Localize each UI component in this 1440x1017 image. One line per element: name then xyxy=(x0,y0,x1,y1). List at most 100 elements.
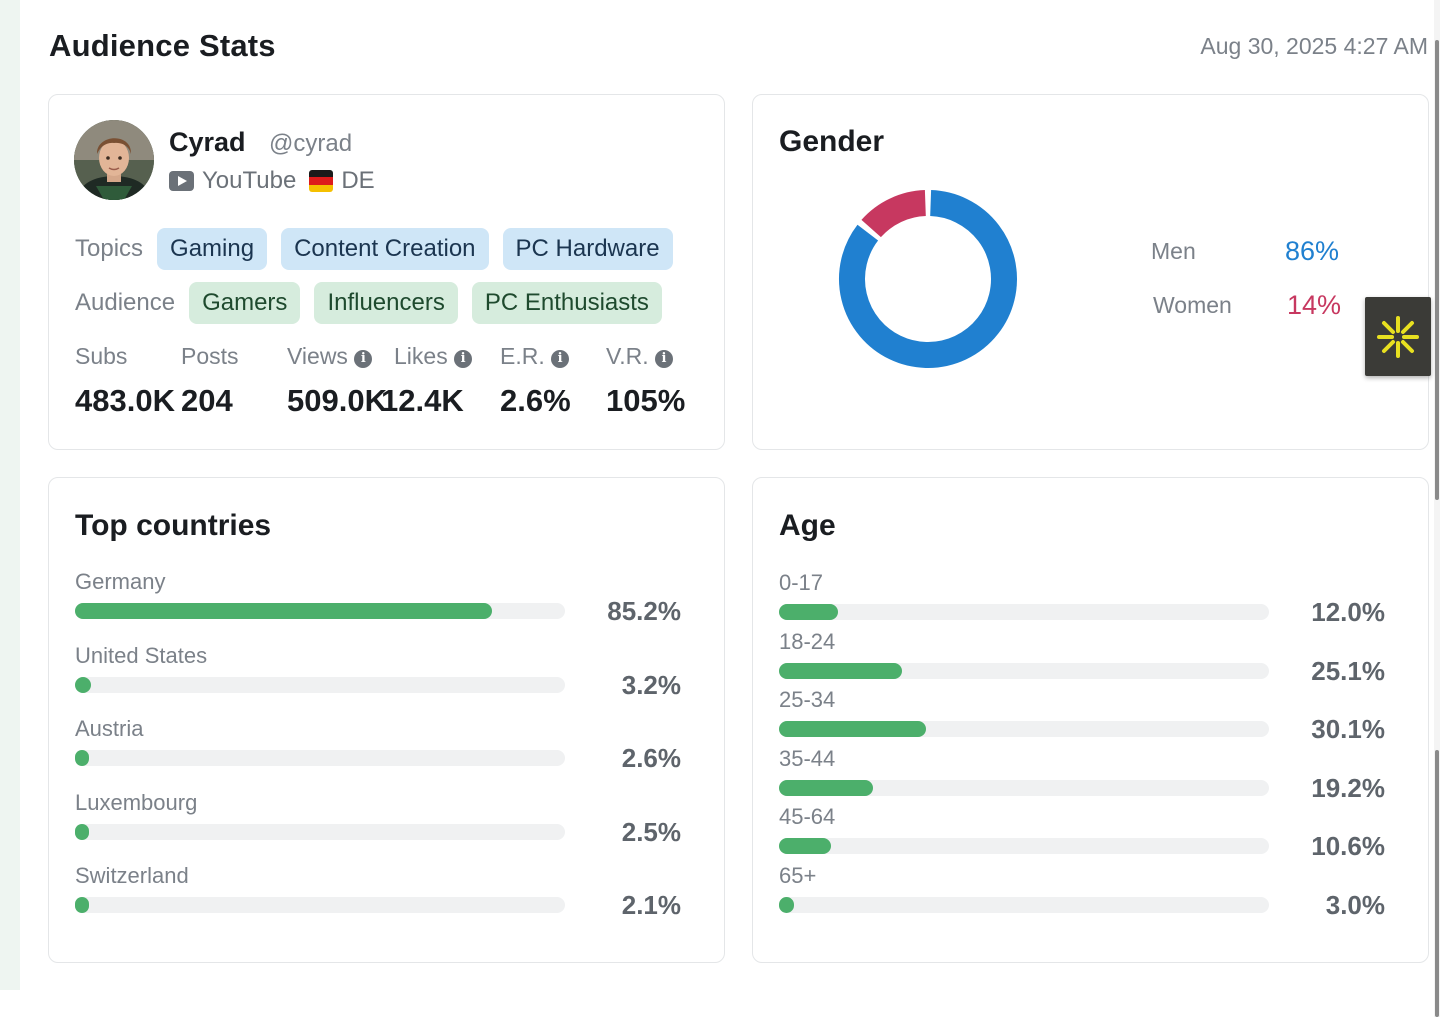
progress-bar-fill xyxy=(75,603,493,619)
info-icon[interactable]: i xyxy=(454,350,473,368)
donut-slice-men[interactable] xyxy=(839,190,1017,368)
age-row-label: 65+ xyxy=(779,863,817,888)
platform-name: YouTube xyxy=(202,167,297,194)
stat-label-views-text: Views xyxy=(287,343,348,369)
gender-men-value: 86% xyxy=(1285,236,1340,266)
country-row-value: 85.2% xyxy=(607,596,681,626)
progress-bar-fill xyxy=(779,897,794,913)
progress-bar-fill xyxy=(75,676,91,693)
channel-handle[interactable]: @cyrad xyxy=(269,130,353,157)
floating-assistant-button[interactable] xyxy=(1365,297,1431,376)
age-row-label: 35-44 xyxy=(779,745,836,771)
age-title: Age xyxy=(779,509,836,542)
country-row-value: 2.5% xyxy=(621,816,681,847)
progress-bar xyxy=(779,662,1269,679)
youtube-icon xyxy=(169,171,194,191)
stat-label-er: E.R. i xyxy=(500,343,570,370)
topic-tag[interactable]: Gaming xyxy=(157,228,268,270)
age-row-value: 25.1% xyxy=(1311,655,1385,686)
country-row-value: 3.2% xyxy=(621,669,681,700)
page-title: Audience Stats xyxy=(49,28,276,63)
age-row-label: 45-64 xyxy=(779,804,836,830)
stat-label-vr: V.R. i xyxy=(606,343,674,370)
stat-label-likes: Likes i xyxy=(394,343,473,370)
gender-donut-chart xyxy=(839,190,1017,368)
scrollbar-thumb[interactable] xyxy=(1435,40,1439,500)
progress-bar xyxy=(779,897,1269,913)
stat-label-posts: Posts xyxy=(181,343,239,369)
progress-bar xyxy=(779,604,1269,620)
profile-card: Cyrad @cyrad YouTube DE Topics Gaming Co… xyxy=(48,94,725,450)
progress-bar xyxy=(779,779,1269,796)
country-row-label: Switzerland xyxy=(75,863,189,888)
progress-bar xyxy=(75,750,565,766)
top-countries-card: Top countries Germany 85.2% United States 3… xyxy=(48,477,725,963)
age-row-value: 30.1% xyxy=(1311,714,1385,745)
country-row-label: Austria xyxy=(75,716,144,741)
stat-value-posts: 204 xyxy=(181,383,233,418)
progress-bar xyxy=(75,897,565,913)
avatar[interactable] xyxy=(74,120,154,200)
topic-tag[interactable]: PC Hardware xyxy=(502,228,673,270)
asterisk-burst-icon xyxy=(1377,315,1419,358)
stat-label-views: Views i xyxy=(287,343,373,370)
age-row-value: 3.0% xyxy=(1325,890,1385,920)
stat-label-er-text: E.R. xyxy=(500,343,545,369)
progress-bar xyxy=(779,721,1269,738)
info-icon[interactable]: i xyxy=(655,350,674,368)
info-icon[interactable]: i xyxy=(354,350,373,368)
stat-label-vr-text: V.R. xyxy=(606,343,649,369)
germany-flag-icon xyxy=(309,170,334,192)
topics-row: Topics Gaming Content Creation PC Hardwa… xyxy=(75,228,687,270)
audience-tag[interactable]: Gamers xyxy=(189,282,301,324)
age-card: Age 0-17 12.0% 18-24 25.1% 25-34 30.1% 35-44 19… xyxy=(752,477,1429,963)
progress-bar-fill xyxy=(75,750,89,766)
stat-value-vr: 105% xyxy=(606,383,686,418)
country-row-value: 2.1% xyxy=(621,890,681,920)
progress-bar-fill xyxy=(779,662,902,679)
country-row-value: 2.6% xyxy=(621,743,681,773)
donut-slice-women[interactable] xyxy=(861,190,927,238)
country-row-label: Luxembourg xyxy=(75,789,198,815)
left-sidebar-edge xyxy=(0,0,20,990)
topic-tag[interactable]: Content Creation xyxy=(281,228,489,270)
progress-bar-fill xyxy=(75,823,89,840)
audience-tag[interactable]: PC Enthusiasts xyxy=(471,282,662,324)
gender-men-label: Men xyxy=(1151,238,1196,264)
progress-bar-fill xyxy=(75,897,89,913)
progress-bar xyxy=(75,823,565,840)
audience-label: Audience xyxy=(75,289,176,316)
progress-bar xyxy=(75,676,565,693)
age-row-label: 18-24 xyxy=(779,628,836,654)
stat-value-views: 509.0K xyxy=(287,383,387,418)
age-row-value: 10.6% xyxy=(1311,831,1385,862)
age-row-label: 0-17 xyxy=(779,570,824,595)
progress-bar-fill xyxy=(779,604,838,620)
platform-row: YouTube DE xyxy=(169,167,375,195)
countries-title: Top countries xyxy=(75,509,272,542)
country-row-label: United States xyxy=(75,642,208,668)
audience-tag[interactable]: Influencers xyxy=(314,282,458,324)
stat-label-likes-text: Likes xyxy=(394,343,448,369)
gender-card: Gender Men 86% Women 14% xyxy=(752,94,1429,450)
progress-bar xyxy=(75,603,565,619)
stat-value-likes: 12.4K xyxy=(381,383,464,418)
progress-bar-fill xyxy=(779,721,927,738)
scrollbar-thumb-lower[interactable] xyxy=(1435,750,1439,1017)
gender-women-label: Women xyxy=(1153,292,1232,318)
age-row-value: 12.0% xyxy=(1311,597,1385,627)
country-code: DE xyxy=(341,167,375,194)
stat-value-subs: 483.0K xyxy=(75,383,175,418)
progress-bar-fill xyxy=(779,838,831,855)
gender-title: Gender xyxy=(779,125,885,158)
channel-name[interactable]: Cyrad xyxy=(169,127,246,157)
age-row-label: 25-34 xyxy=(779,687,836,713)
audience-row: Audience Gamers Influencers PC Enthusias… xyxy=(75,282,676,324)
info-icon[interactable]: i xyxy=(551,350,570,368)
scrollbar[interactable] xyxy=(1434,0,1440,1017)
progress-bar xyxy=(779,838,1269,855)
timestamp: Aug 30, 2025 4:27 AM xyxy=(1200,33,1428,59)
stat-label-subs: Subs xyxy=(75,343,128,369)
age-row-value: 19.2% xyxy=(1311,772,1385,803)
progress-bar-fill xyxy=(779,779,874,796)
